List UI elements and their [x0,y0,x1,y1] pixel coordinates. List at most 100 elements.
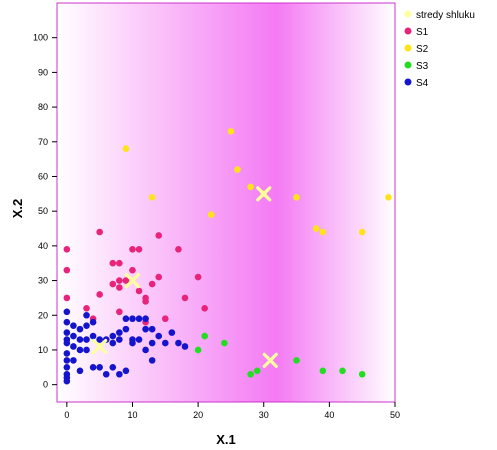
y-tick-label: 60 [38,171,48,181]
x-tick-label: 50 [390,410,400,420]
cluster-center-stroke [92,338,108,355]
data-point [142,325,149,333]
data-point [76,325,84,333]
data-point [148,280,156,288]
x-axis: 0 10 20 30 40 50 [64,402,400,420]
data-point [129,266,136,274]
data-point [161,315,169,323]
data-point [109,280,117,288]
data-point [96,228,103,236]
data-point [63,266,71,274]
cluster-center-marker [256,186,272,202]
y-tick-label: 30 [38,276,48,286]
series-stredy-shluku [92,186,278,368]
y-tick-label: 10 [38,345,48,355]
data-point [109,339,117,347]
data-point [96,336,103,343]
legend-marker [404,10,412,18]
data-point [181,343,189,350]
data-point [148,339,156,347]
data-point [96,364,103,371]
data-point [142,346,149,354]
cluster-center-marker [262,352,278,368]
data-point [175,246,182,253]
data-point [181,294,189,302]
series-s4 [63,308,189,385]
data-point [175,339,182,347]
data-point [63,350,71,357]
y-tick-label: 70 [38,137,48,147]
x-tick-label: 40 [324,410,334,420]
data-point [63,364,71,371]
data-points [63,128,392,385]
y-tick-label: 100 [33,33,48,43]
data-point [63,329,71,336]
data-point [312,225,320,232]
y-tick-label: 0 [43,380,48,390]
data-point [247,183,254,191]
data-point [135,287,143,295]
data-point [122,277,130,284]
data-point [89,332,97,340]
data-point [194,346,202,354]
data-point [76,367,84,375]
data-point [116,370,123,378]
data-point [168,329,176,336]
data-point [122,145,130,153]
data-point [96,291,103,298]
y-tick-label: 50 [38,206,48,216]
data-point [63,339,71,347]
data-point [385,193,392,201]
data-point [76,336,84,343]
legend: stredy shluku S1 S2 S3 S4 [404,10,475,89]
x-tick-label: 20 [193,410,203,420]
data-point [148,193,156,201]
data-point [109,332,117,340]
data-point [319,367,327,375]
data-point [122,315,130,323]
data-point [207,211,215,218]
data-point [358,370,366,378]
data-point [201,305,208,312]
data-point [70,343,77,350]
data-point [116,329,123,336]
data-point [63,377,71,385]
data-point [76,346,84,354]
legend-marker [404,27,412,35]
legend-marker [404,44,412,52]
legend-marker [404,78,412,86]
x-axis-title: X.1 [216,432,236,447]
data-point [319,228,327,236]
series-s1 [63,228,208,326]
data-point [63,357,71,364]
data-point [142,315,149,323]
legend-label: S2 [416,44,429,55]
data-point [83,305,90,312]
legend-label: S3 [416,61,429,72]
data-point [116,284,123,291]
data-point [70,322,77,329]
cluster-center-stroke [262,352,278,368]
y-tick-label: 90 [38,67,48,77]
data-point [116,308,123,316]
x-tick-label: 10 [127,410,137,420]
data-point [63,294,71,302]
data-point [122,367,130,375]
data-point [83,322,90,329]
data-point [358,228,366,236]
data-point [234,166,241,173]
series-s3 [194,332,366,378]
data-point [102,370,110,378]
data-point [155,332,163,340]
data-point [135,246,143,253]
y-tick-label: 40 [38,241,48,251]
data-point [148,357,156,364]
data-point [155,232,163,239]
data-point [83,336,90,343]
data-point [63,308,71,316]
y-axis-title: X.2 [10,199,25,219]
data-point [293,357,300,364]
data-point [339,367,346,375]
data-point [129,246,136,253]
